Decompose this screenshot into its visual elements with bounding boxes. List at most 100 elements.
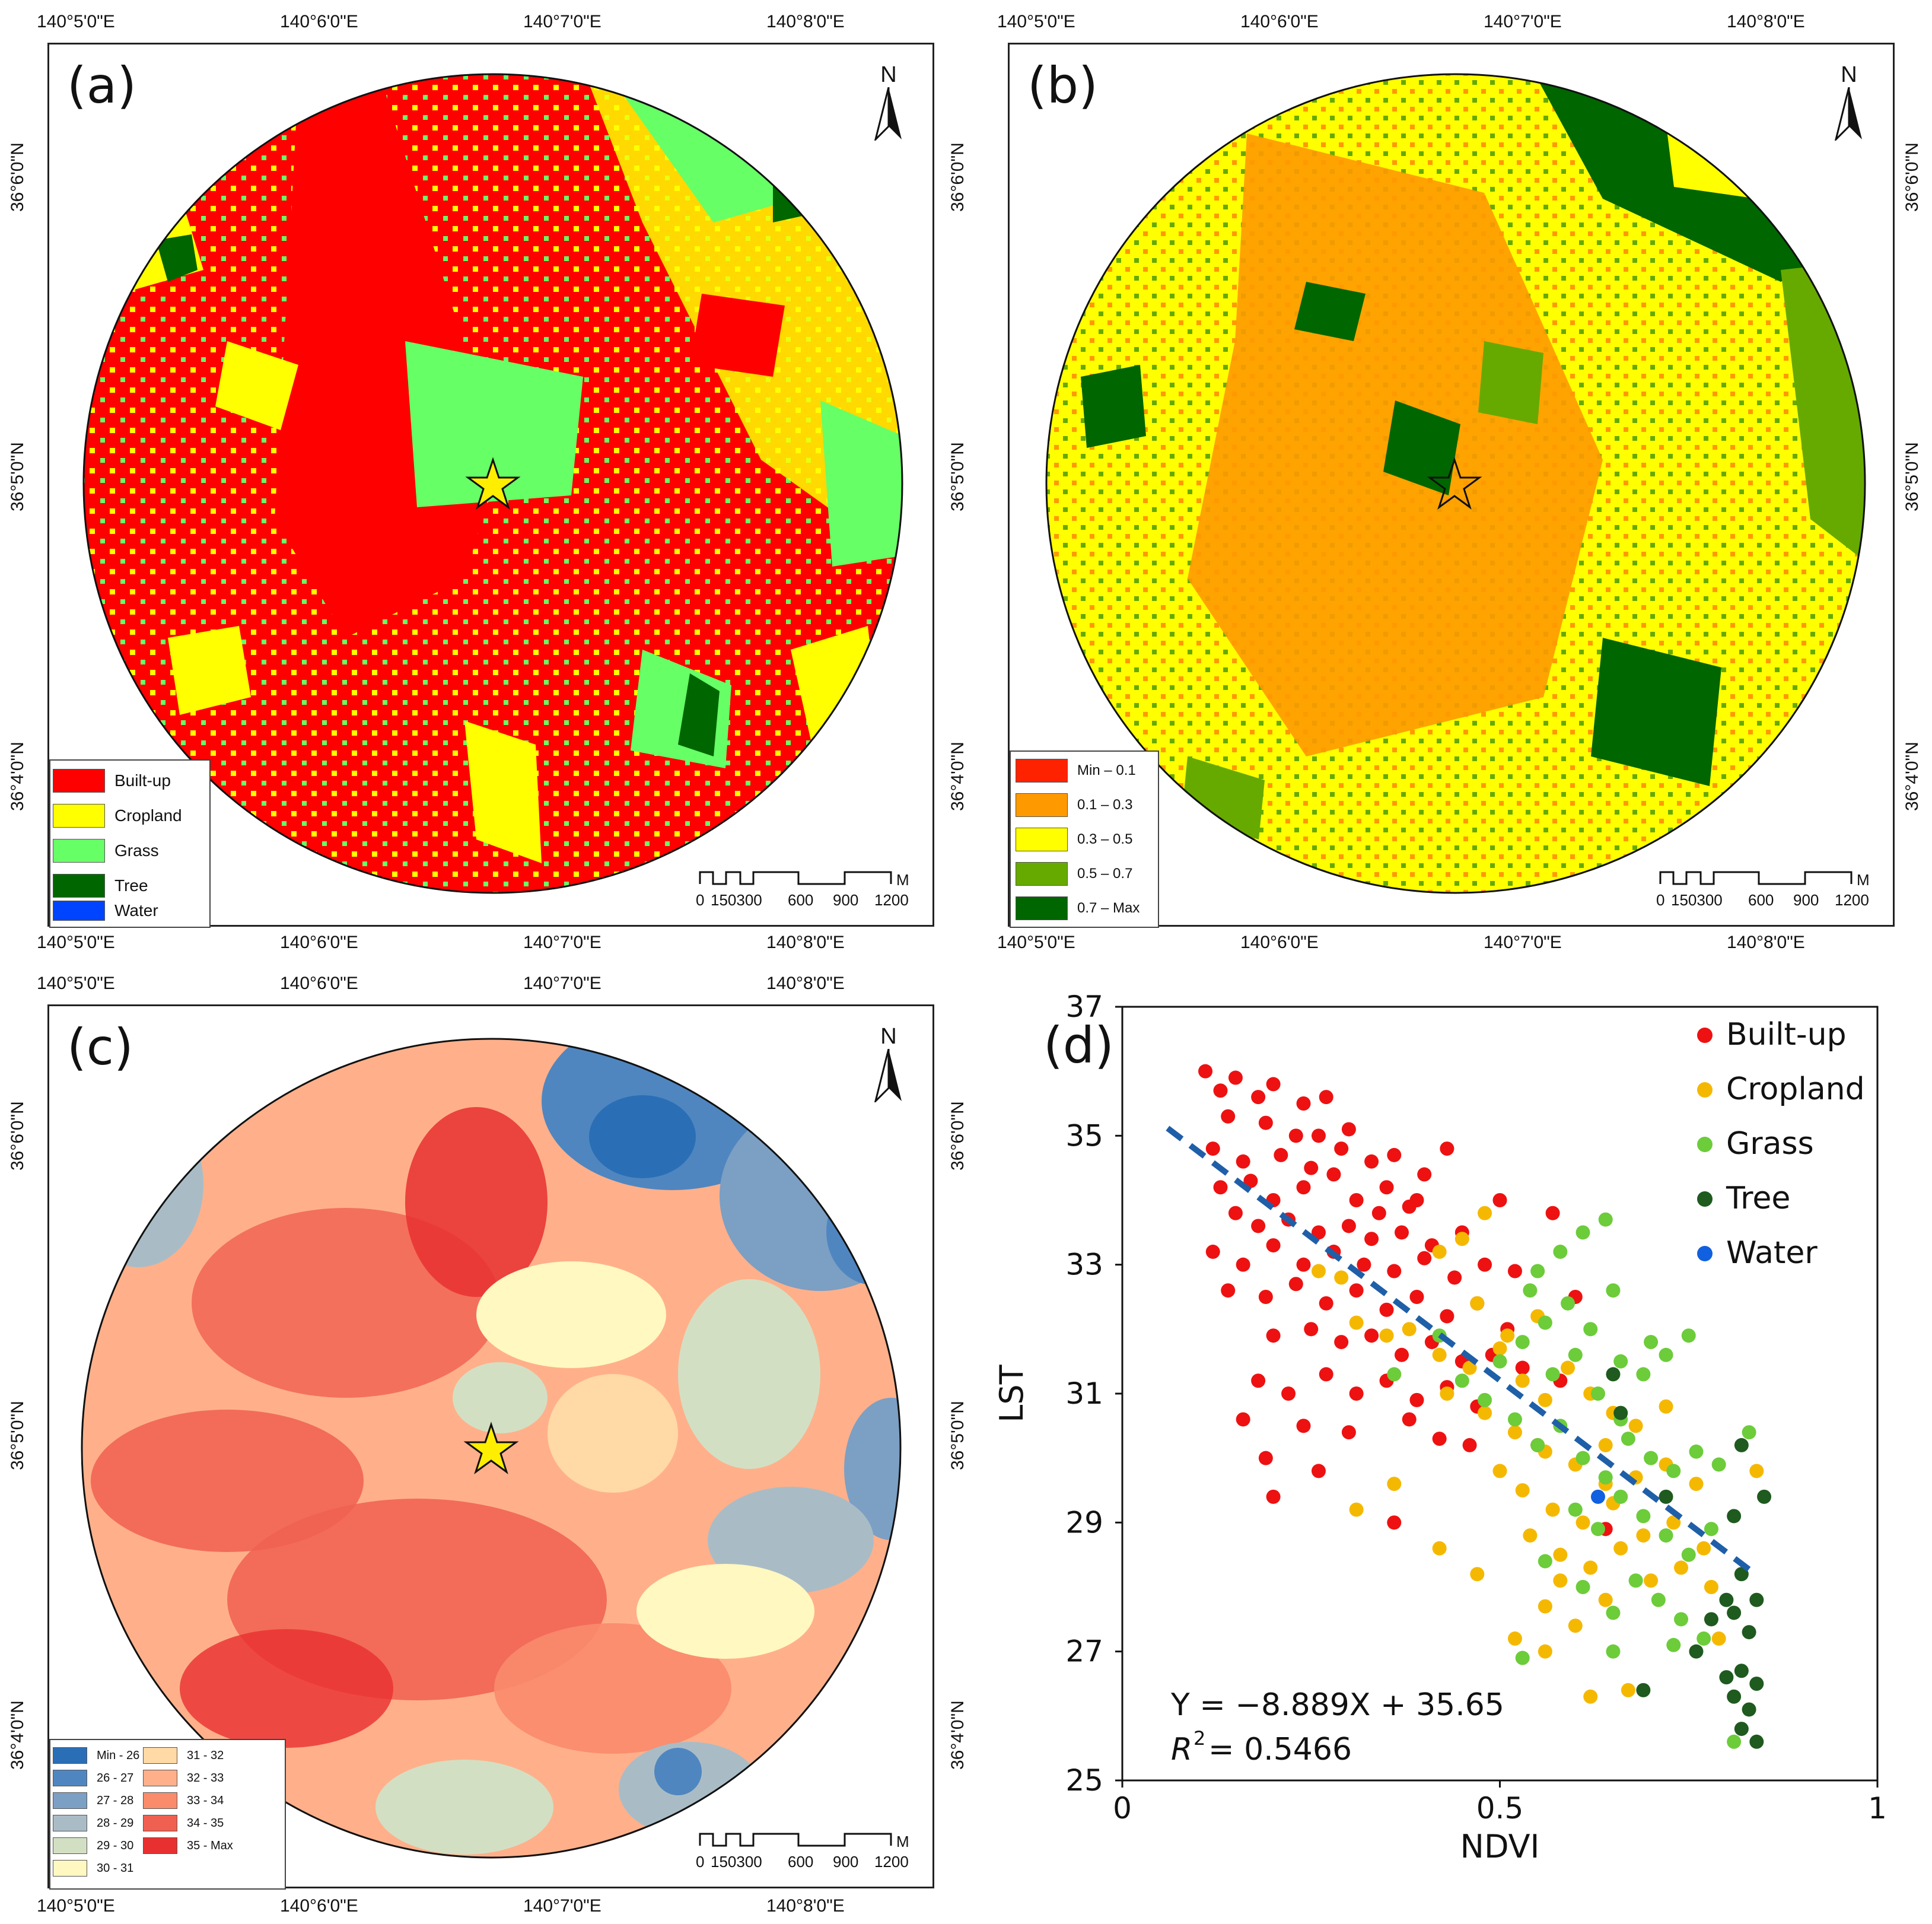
lon-tick-top: 140°5'0"E [997,12,1075,31]
data-point-builtup [1409,1193,1424,1207]
data-point-tree [1734,1567,1749,1582]
data-point-tree [1613,1405,1628,1420]
data-point-cropland [1334,1270,1349,1285]
map-lst-c [81,1038,902,1859]
data-point-cropland [1583,1560,1598,1575]
data-point-builtup [1379,1302,1394,1317]
legend-marker [1697,1137,1713,1152]
lon-tick-bottom: 140°8'0"E [766,933,845,952]
data-point-tree [1727,1689,1742,1704]
data-point-tree [1719,1670,1734,1685]
lat-tick-left: 36°6'0"N [8,1101,27,1171]
data-point-builtup [1243,1174,1258,1188]
data-point-cropland [1553,1547,1568,1562]
scale-label: 1200 [874,891,909,909]
data-point-grass [1530,1264,1545,1279]
legend-label: 35 - Max [187,1839,233,1852]
data-point-tree [1727,1509,1742,1524]
data-point-cropland [1538,1644,1552,1659]
legend-label: Grass [114,841,159,860]
legend-marker [1697,1191,1713,1207]
data-point-tree [1727,1605,1742,1620]
legend-label: 31 - 32 [187,1748,224,1762]
data-point-tree [1734,1722,1749,1737]
data-point-builtup [1251,1373,1266,1388]
data-point-tree [1734,1664,1749,1678]
data-point-builtup [1341,1219,1356,1233]
legend-label: 32 - 33 [187,1771,224,1785]
lat-tick-right: 36°6'0"N [948,1101,967,1171]
lat-tick-right: 36°4'0"N [1902,742,1922,811]
data-point-cropland [1689,1477,1704,1492]
data-point-builtup [1334,1335,1349,1350]
scale-bar-b: M 0 150300 600 900 1200 [1656,866,1890,914]
data-point-builtup [1349,1386,1364,1401]
data-point-builtup [1205,1244,1220,1259]
data-point-builtup [1221,1109,1236,1124]
y-axis-label: LST [993,1364,1030,1422]
data-point-builtup [1236,1257,1250,1272]
r-squared-symbol: R [1171,1732,1192,1767]
scale-label: 1200 [874,1853,909,1871]
data-point-cropland [1674,1560,1689,1575]
map-frame-b: (b) N Min – 0.1 0.1 – 0.3 0.3 – 0.5 0.5 … [1008,43,1895,928]
scale-label: 0 [1656,891,1665,909]
data-point-builtup [1288,1128,1303,1143]
data-point-cropland [1697,1541,1711,1556]
data-point-cropland [1711,1631,1726,1646]
data-point-builtup [1478,1257,1492,1272]
lon-tick-bottom: 140°6'0"E [1240,933,1319,952]
data-point-builtup [1349,1283,1364,1298]
lat-tick-left: 36°6'0"N [8,142,27,212]
data-point-builtup [1266,1238,1281,1253]
legend-swatch [1016,793,1068,817]
data-point-builtup [1236,1412,1250,1427]
legend-label: Tree [1726,1181,1790,1216]
legend-label: 27 - 28 [97,1793,134,1807]
data-point-grass [1492,1354,1507,1369]
data-point-cropland [1666,1515,1681,1530]
data-point-cropland [1432,1244,1447,1259]
legend-a: Built-up Cropland Grass Tree Water [49,759,211,928]
y-tick-label: 33 [1065,1248,1103,1282]
data-point-cropland [1478,1405,1492,1420]
scale-label: 900 [1793,891,1819,909]
y-tick-label: 25 [1065,1763,1103,1798]
scale-label: 600 [788,1853,814,1871]
legend-swatch [143,1837,177,1854]
data-point-builtup [1221,1283,1236,1298]
data-point-tree [1734,1438,1749,1452]
x-tick-label: 0 [1113,1791,1132,1826]
data-point-builtup [1379,1180,1394,1195]
data-point-grass [1545,1367,1560,1382]
data-point-cropland [1478,1206,1492,1220]
data-point-tree [1742,1625,1756,1640]
data-point-cropland [1492,1341,1507,1356]
data-point-builtup [1364,1232,1379,1246]
panel-b: (b) N Min – 0.1 0.1 – 0.3 0.3 – 0.5 0.5 … [960,0,1932,962]
lon-tick-bottom: 140°5'0"E [37,933,115,952]
data-point-builtup [1258,1451,1273,1465]
data-point-grass [1598,1212,1613,1227]
data-point-grass [1742,1425,1756,1440]
data-point-grass [1651,1592,1666,1607]
data-point-tree [1749,1734,1764,1749]
data-point-grass [1681,1328,1696,1343]
data-point-grass [1659,1528,1673,1543]
lon-tick-top: 140°5'0"E [37,974,115,993]
data-point-builtup [1364,1328,1379,1343]
data-point-tree [1659,1489,1673,1504]
data-point-cropland [1432,1541,1447,1556]
data-point-cropland [1613,1541,1628,1556]
data-point-builtup [1266,1077,1281,1092]
x-tick-label: 1 [1868,1791,1887,1826]
data-point-builtup [1319,1367,1333,1382]
lon-tick-top: 140°7'0"E [523,12,601,31]
legend-swatch [53,1770,87,1786]
data-point-cropland [1538,1392,1552,1407]
data-point-grass [1628,1573,1643,1588]
legend-swatch [143,1792,177,1809]
data-point-builtup [1296,1257,1311,1272]
data-point-cropland [1349,1502,1364,1517]
data-point-grass [1553,1244,1568,1259]
